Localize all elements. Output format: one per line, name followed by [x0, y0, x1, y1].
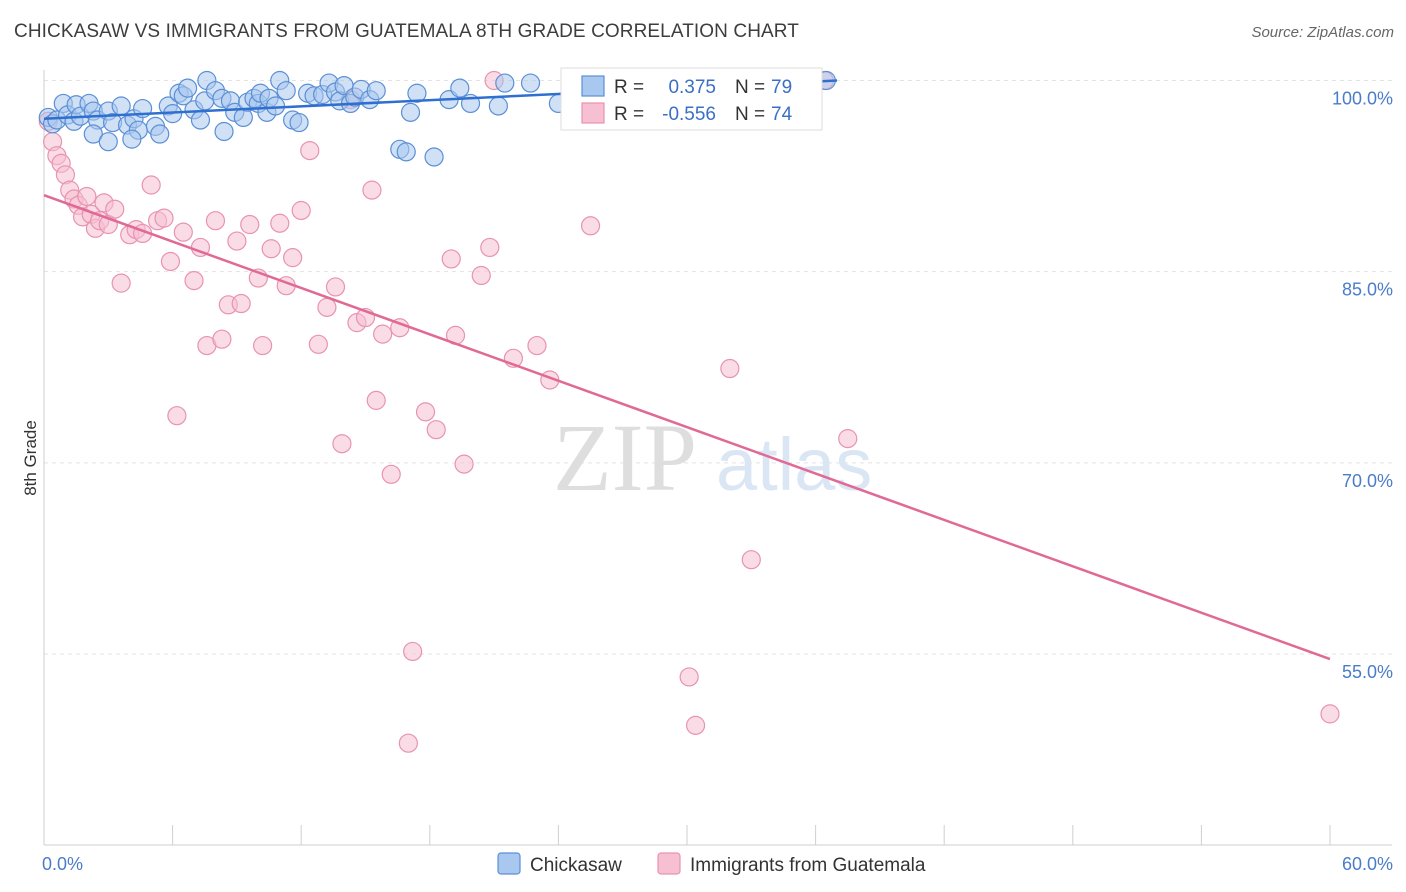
source-label: Source: ZipAtlas.com: [1251, 24, 1394, 41]
guatemala-point-38: [270, 213, 290, 233]
guatemala-point-57: [415, 402, 436, 422]
x-tick-labels: 0.0% 60.0%: [42, 854, 1393, 874]
guatemala-point-55: [398, 733, 418, 753]
chickasaw-point-14: [98, 132, 118, 152]
bottom-legend-chickasaw: Chickasaw: [530, 855, 622, 876]
guatemala-point-56: [403, 641, 423, 662]
guatemala-point-62: [471, 265, 491, 286]
guatemala-point-51: [366, 390, 386, 410]
trend-line-guatemala: [43, 194, 1331, 661]
stats-legend: R = 0.375 N = 79 R = -0.556 N = 74: [560, 67, 823, 131]
chickasaw-point-44: [265, 96, 286, 116]
guatemala-point-46: [332, 434, 352, 454]
bottom-legend-swatch-chickasaw: [497, 852, 521, 875]
y-tick-label-70: 70.0%: [1342, 471, 1393, 491]
guatemala-point-73: [741, 550, 761, 570]
chickasaw-point-71: [520, 73, 541, 93]
guatemala-point-24: [167, 406, 187, 426]
grid-lines: [44, 80, 1392, 655]
guatemala-point-36: [253, 335, 273, 356]
chickasaw-point-22: [150, 124, 170, 144]
axes: [43, 70, 1392, 846]
guatemala-point-70: [679, 667, 699, 687]
watermark-zip: ZIP: [553, 404, 697, 511]
guatemala-point-9: [77, 186, 97, 207]
guatemala-point-15: [105, 199, 125, 219]
bottom-legend: Chickasaw Immigrants from Guatemala: [497, 852, 926, 876]
chickasaw-point-64: [407, 83, 427, 103]
guatemala-point-44: [317, 297, 337, 317]
chart-title: CHICKASAW VS IMMIGRANTS FROM GUATEMALA 8…: [14, 21, 799, 42]
guatemala-point-16: [111, 273, 131, 293]
chickasaw-point-67: [450, 78, 470, 98]
y-tick-label-100: 100.0%: [1332, 89, 1393, 109]
guatemala-point-32: [227, 231, 247, 251]
legend-n-label-2: N =: [735, 104, 765, 125]
chickasaw-point-11: [83, 124, 103, 144]
chickasaw-point-60: [366, 81, 386, 101]
chickasaw-point-63: [400, 102, 421, 122]
legend-r-value-2: -0.556: [662, 104, 716, 125]
guatemala-point-52: [373, 324, 393, 344]
guatemala-point-61: [454, 454, 474, 474]
guatemala-point-71: [685, 715, 706, 735]
chickasaw-point-27: [178, 78, 198, 98]
guatemala-point-53: [381, 464, 401, 484]
x-ticks: [43, 825, 1331, 845]
guatemala-point-42: [300, 140, 320, 161]
x-tick-label-0: 0.0%: [42, 854, 83, 874]
guatemala-point-59: [441, 249, 461, 269]
guatemala-point-25: [173, 222, 193, 242]
guatemala-point-43: [308, 334, 328, 354]
guatemala-point-69: [580, 216, 601, 236]
chickasaw-point-19: [122, 129, 142, 149]
guatemala-point-40: [283, 248, 303, 268]
bottom-legend-guatemala: Immigrants from Guatemala: [690, 855, 926, 876]
guatemala-point-34: [240, 214, 260, 235]
y-tick-label-85: 85.0%: [1342, 280, 1393, 300]
guatemala-point-58: [426, 420, 446, 440]
guatemala-point-33: [231, 293, 251, 314]
trend-lines: [43, 79, 1331, 661]
legend-r-label-2: R =: [614, 104, 644, 125]
y-axis-label: 8th Grade: [21, 420, 40, 496]
chickasaw-point-65: [424, 147, 444, 167]
guatemala-point-41: [291, 200, 311, 221]
legend-n-value-1: 79: [771, 77, 792, 98]
bottom-legend-swatch-guatemala: [657, 852, 681, 875]
legend-r-value-1: 0.375: [668, 77, 716, 98]
legend-n-label-1: N =: [735, 77, 765, 98]
guatemala-point-20: [141, 175, 161, 195]
watermark: ZIP atlas: [553, 404, 872, 511]
guatemala-point-63: [480, 237, 500, 258]
chickasaw-point-48: [289, 112, 309, 133]
guatemala-point-30: [212, 329, 232, 349]
legend-r-label-1: R =: [614, 77, 644, 98]
legend-swatch-chickasaw: [581, 75, 605, 97]
chickasaw-point-46: [276, 81, 296, 101]
guatemala-point-72: [720, 358, 740, 379]
guatemala-point-29: [205, 211, 226, 231]
guatemala-point-76: [1320, 704, 1340, 724]
legend-swatch-guatemala: [581, 102, 605, 124]
legend-n-value-2: 74: [771, 104, 793, 125]
guatemala-point-37: [261, 239, 281, 259]
chickasaw-point-34: [214, 121, 234, 142]
guatemala-point-23: [160, 251, 181, 272]
guatemala-point-26: [184, 270, 204, 291]
guatemala-point-75: [838, 429, 858, 449]
guatemala-point-66: [527, 335, 547, 356]
chickasaw-point-62: [396, 142, 416, 162]
y-tick-label-55: 55.0%: [1342, 662, 1393, 682]
x-tick-label-60: 60.0%: [1342, 854, 1393, 874]
chickasaw-point-69: [488, 96, 508, 116]
guatemala-point-45: [325, 277, 346, 297]
chickasaw-point-29: [190, 110, 211, 130]
y-tick-labels: 100.0% 85.0% 70.0% 55.0%: [1332, 89, 1393, 683]
guatemala-point-50: [362, 180, 382, 200]
chickasaw-point-70: [495, 73, 515, 93]
guatemala-point-22: [154, 208, 174, 228]
